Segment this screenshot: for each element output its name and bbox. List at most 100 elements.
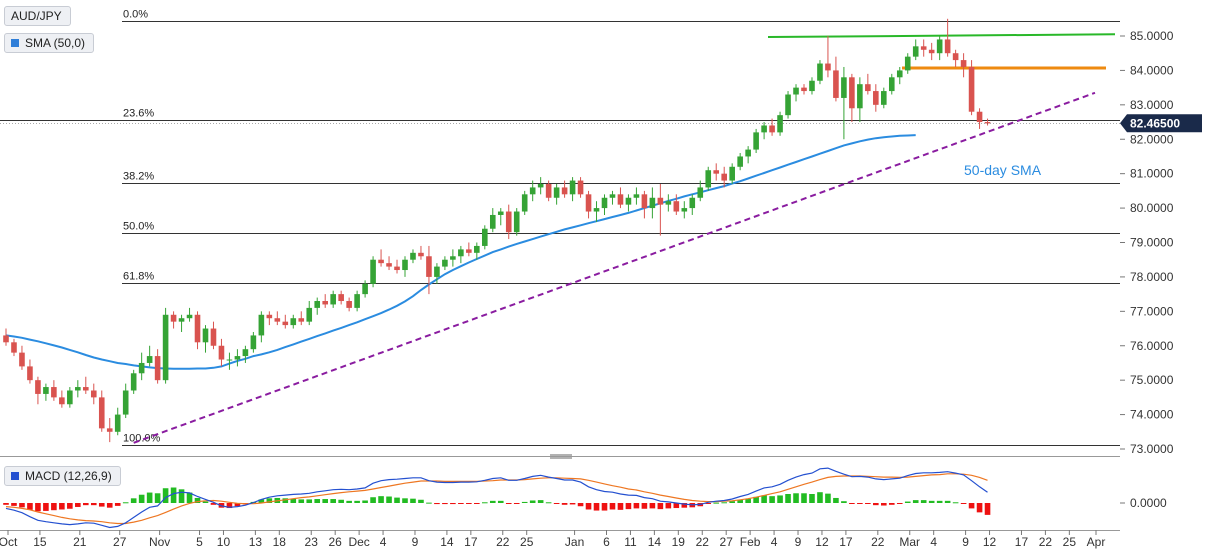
candle	[976, 108, 983, 129]
candle-body	[426, 256, 432, 277]
macd-histogram-bar	[881, 503, 887, 506]
macd-histogram-bar	[657, 503, 664, 510]
macd-histogram-bar	[210, 503, 217, 505]
x-tick-label: 27	[113, 535, 127, 549]
macd-histogram-bar	[146, 492, 153, 503]
candle-body	[825, 63, 831, 71]
candle-body	[43, 387, 49, 394]
candle	[346, 297, 352, 312]
x-tick-label: 4	[930, 535, 937, 549]
candle-body	[51, 387, 57, 398]
candle	[378, 249, 384, 267]
candle-body	[849, 77, 855, 109]
candle-body	[912, 46, 919, 57]
macd-histogram-bar	[314, 499, 321, 503]
x-tick-label: 25	[1063, 535, 1077, 549]
candle-body	[729, 166, 735, 181]
candle	[697, 180, 704, 202]
candle-body	[593, 208, 600, 212]
candle-body	[3, 335, 9, 343]
macd-histogram-bar	[793, 493, 799, 503]
macd-histogram-bar	[410, 498, 416, 503]
candle	[601, 194, 608, 215]
x-tick-label: 22	[1039, 535, 1053, 549]
macd-histogram-bar	[649, 503, 656, 509]
macd-histogram-bar	[681, 503, 688, 508]
candle	[681, 201, 688, 219]
macd-histogram-bar	[426, 502, 432, 504]
x-tick-label: 13	[249, 535, 263, 549]
macd-histogram-bar	[809, 494, 815, 503]
macd-histogram-bar	[841, 501, 847, 503]
candle	[426, 245, 432, 295]
macd-histogram-bar	[98, 503, 105, 507]
candle	[657, 183, 664, 236]
candle-body	[657, 197, 664, 205]
candle-body	[896, 70, 903, 78]
macd-histogram-bar	[354, 500, 360, 503]
macd-histogram-bar	[378, 496, 384, 503]
macd-histogram-bar	[521, 501, 528, 503]
macd-histogram-bar	[601, 503, 608, 511]
candle-body	[984, 122, 991, 124]
macd-histogram-bar	[761, 495, 767, 503]
macd-histogram-bar	[497, 500, 504, 503]
candle-body	[154, 356, 161, 381]
macd-histogram-bar	[729, 501, 735, 503]
macd-histogram-bar	[801, 493, 807, 503]
candle	[83, 376, 89, 394]
candle	[729, 163, 735, 184]
candle	[952, 49, 959, 67]
candle-body	[649, 197, 656, 209]
x-tick-label: 27	[720, 535, 734, 549]
candle	[968, 60, 975, 116]
candle	[577, 177, 584, 198]
candle-body	[234, 356, 241, 360]
macd-histogram-bar	[952, 502, 959, 504]
candle	[936, 36, 943, 61]
candle-body	[330, 294, 336, 305]
y-tick-label: 77.0000	[1130, 304, 1174, 318]
candle-body	[418, 252, 424, 257]
x-tick-label: Dec	[348, 535, 369, 549]
candle	[98, 390, 105, 432]
candle-body	[474, 245, 480, 253]
candle-body	[322, 301, 328, 305]
candle-body	[745, 149, 751, 157]
last-price-label: 82.46500	[1130, 117, 1180, 131]
candle	[625, 194, 632, 212]
symbol-label-box: AUD/JPY	[4, 6, 71, 26]
candle	[865, 73, 871, 95]
x-tick-label: Jan	[565, 535, 584, 549]
macd-histogram-bar	[346, 500, 352, 503]
macd-histogram-bar	[745, 498, 751, 503]
macd-histogram-bar	[394, 497, 400, 503]
candle-body	[489, 214, 496, 229]
candle-body	[59, 397, 65, 405]
candle	[633, 187, 640, 205]
candle	[282, 314, 289, 329]
candle-body	[226, 359, 233, 361]
macd-histogram-bar	[777, 495, 783, 503]
candle	[354, 290, 360, 312]
candle-body	[83, 387, 89, 391]
x-tick-label: 4	[380, 535, 387, 549]
candle-body	[505, 211, 512, 233]
candle-body	[633, 194, 640, 198]
candle-body	[601, 197, 608, 209]
candle-body	[952, 53, 959, 61]
macd-histogram-bar	[90, 503, 97, 506]
candle	[170, 311, 177, 329]
candle-body	[274, 318, 281, 322]
macd-histogram-bar	[537, 500, 544, 503]
macd-histogram-bar	[154, 493, 161, 503]
macd-histogram-bar	[474, 503, 480, 504]
candle-body	[968, 66, 975, 112]
candle	[521, 190, 528, 215]
macd-histogram-bar	[338, 499, 344, 503]
candle	[649, 187, 656, 219]
macd-histogram-bar	[489, 500, 496, 503]
candle	[250, 331, 257, 353]
